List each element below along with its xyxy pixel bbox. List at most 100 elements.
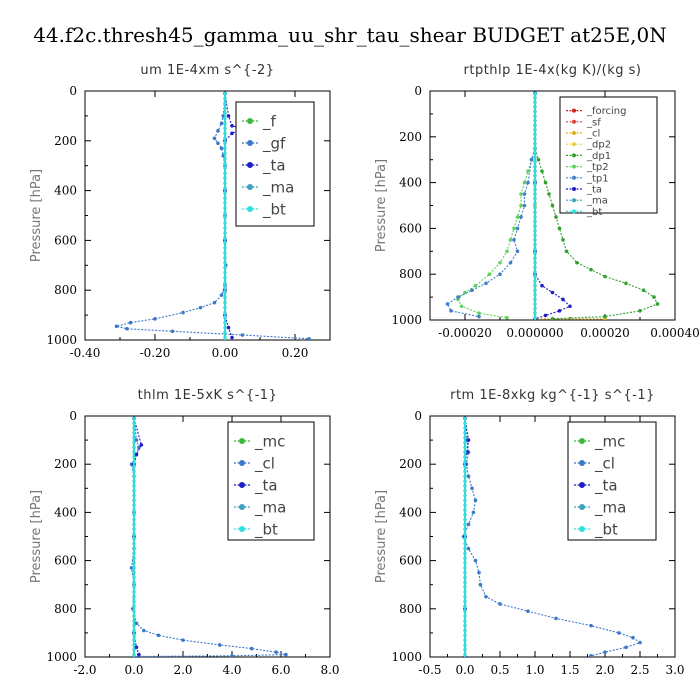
data-point — [463, 537, 467, 541]
data-point — [223, 131, 227, 135]
data-point — [223, 226, 227, 230]
data-point — [533, 174, 537, 178]
data-point — [533, 224, 537, 228]
data-point — [533, 128, 537, 132]
data-point — [463, 484, 467, 488]
legend-label: _ta — [262, 156, 286, 175]
data-point — [463, 527, 467, 531]
data-point — [223, 256, 227, 260]
y-tick-label: 200 — [54, 457, 77, 471]
data-point — [526, 609, 530, 614]
data-point — [132, 561, 136, 565]
data-point — [134, 645, 139, 650]
data-point — [132, 508, 136, 512]
data-point — [463, 416, 467, 421]
data-point — [533, 91, 537, 95]
legend-marker — [579, 438, 585, 444]
legend-rtpthlp: _forcing_sf_cl_dp2_dp1_tp2_tp1_ta_ma_bt — [559, 96, 658, 218]
data-point — [533, 247, 537, 251]
x-tick-label: 6.0 — [271, 663, 290, 677]
data-point — [533, 197, 537, 201]
data-point — [132, 445, 136, 449]
data-point — [533, 187, 537, 192]
panels: um 1E-4xm s^{-2} Pressure [hPa] -0.40 -0.20… — [29, 63, 700, 677]
data-point — [463, 580, 467, 584]
data-point — [223, 156, 227, 160]
data-point — [533, 114, 537, 118]
data-point — [463, 590, 467, 594]
data-point — [223, 271, 227, 275]
legend-label: _ma — [254, 498, 286, 517]
data-point — [221, 114, 226, 118]
data-point — [533, 105, 537, 109]
data-point — [547, 192, 551, 196]
legend-label: _mc — [254, 432, 285, 451]
data-point — [463, 652, 467, 657]
data-point — [515, 226, 520, 231]
x-tick-label: -0.20 — [140, 346, 171, 360]
y-tick-label: 400 — [54, 184, 77, 198]
data-point — [554, 616, 558, 621]
legend-marker — [572, 119, 576, 124]
data-point — [132, 537, 136, 541]
figure-title: 44.f2c.thresh45_gamma_uu_shr_tau_shear B… — [33, 23, 667, 47]
data-point — [519, 192, 523, 196]
data-point — [589, 623, 593, 628]
legend-marker — [579, 526, 585, 532]
data-point — [533, 155, 537, 160]
data-point — [533, 251, 537, 256]
data-point — [463, 599, 467, 604]
data-point — [463, 455, 467, 459]
data-point — [456, 295, 460, 299]
legend-marker — [572, 175, 576, 180]
data-point — [533, 142, 537, 146]
data-point — [223, 261, 227, 265]
legend-marker — [247, 140, 253, 146]
data-point — [463, 609, 467, 613]
data-point — [223, 325, 227, 330]
data-point — [132, 421, 136, 425]
data-point — [463, 431, 467, 435]
data-point — [284, 652, 288, 657]
data-point — [223, 96, 227, 101]
data-point — [533, 192, 537, 196]
data-point — [139, 443, 144, 447]
data-point — [463, 503, 467, 507]
y-tick-label: 1000 — [46, 333, 77, 347]
data-point — [240, 333, 245, 337]
data-point — [223, 216, 227, 220]
data-point — [132, 628, 136, 633]
legend-label: _tp2 — [586, 162, 609, 173]
data-point — [223, 320, 227, 325]
data-point — [223, 301, 227, 305]
data-point — [533, 100, 537, 105]
data-point — [589, 653, 593, 657]
data-point — [575, 260, 579, 265]
y-tick-label: 600 — [399, 221, 422, 235]
data-point — [463, 513, 467, 517]
data-point — [114, 324, 119, 329]
data-point — [463, 643, 467, 647]
data-point — [533, 311, 537, 315]
y-tick-label: 0 — [414, 84, 422, 98]
legend-box — [559, 96, 658, 214]
y-tick-label: 200 — [399, 457, 422, 471]
data-point — [223, 286, 227, 290]
x-tick-label: 3.0 — [665, 663, 684, 677]
data-point — [478, 582, 483, 587]
data-point — [463, 421, 467, 425]
legend-label: _tp1 — [586, 173, 609, 184]
data-point — [132, 551, 136, 555]
data-point — [134, 452, 139, 457]
y-tick-label: 600 — [54, 554, 77, 568]
legend-label: _ta — [594, 476, 618, 495]
data-point — [543, 180, 548, 185]
data-point — [132, 571, 136, 575]
data-point — [589, 267, 593, 272]
data-point — [132, 609, 136, 613]
data-point — [459, 304, 464, 309]
x-tick-label: 0.00040 — [650, 326, 700, 340]
data-point — [540, 283, 544, 288]
data-point — [557, 226, 562, 231]
data-point — [526, 180, 530, 185]
